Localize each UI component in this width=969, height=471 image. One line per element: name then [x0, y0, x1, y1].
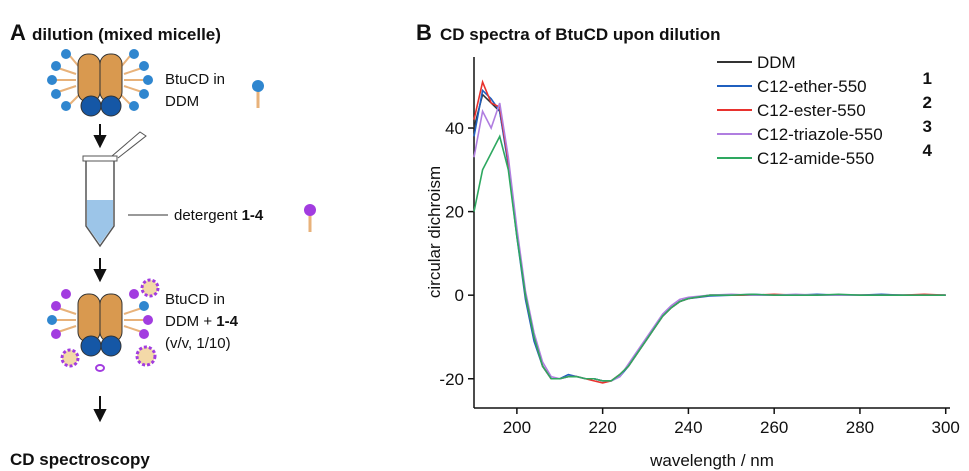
legend-label: C12-triazole-550	[757, 125, 883, 144]
x-tick-label: 240	[674, 418, 702, 437]
micelle-2	[47, 278, 160, 372]
final-step: CD spectroscopy	[10, 450, 150, 469]
micelle-1	[47, 49, 153, 117]
arrow	[93, 396, 107, 423]
y-tick-label: 40	[445, 119, 464, 138]
text-part: detergent	[174, 207, 242, 224]
step-text: (v/v, 1/10)	[165, 335, 231, 352]
legend-number: 2	[923, 93, 932, 112]
detergent-icon	[304, 204, 316, 216]
series-line	[473, 134, 946, 382]
x-tick-label: 300	[932, 418, 960, 437]
y-axis-label: circular dichroism	[425, 166, 444, 298]
legend-number: 4	[923, 141, 933, 160]
chart-title: CD spectra of BtuCD upon dilution	[440, 25, 720, 44]
panel-title: dilution (mixed micelle)	[32, 25, 221, 44]
legend-number: 3	[923, 117, 932, 136]
y-tick-label: 0	[455, 286, 464, 305]
step-text: BtuCD in	[165, 71, 225, 88]
x-tick-label: 200	[503, 418, 531, 437]
y-tick-label: 20	[445, 203, 464, 222]
legend-label: C12-ether-550	[757, 77, 867, 96]
text-part: 1-4	[242, 207, 264, 224]
x-axis-label: wavelength / nm	[649, 451, 774, 470]
tube	[82, 131, 147, 248]
panel-label: B	[416, 20, 432, 45]
step-text: DDM	[165, 93, 199, 110]
series-line	[473, 102, 946, 382]
legend-label: C12-amide-550	[757, 149, 874, 168]
step-text: BtuCD in	[165, 291, 225, 308]
legend-number: 1	[923, 69, 932, 88]
plot: -20 0 20 40 200 220 240 260 280 300 DDM C12-ether-5…	[439, 53, 959, 437]
text-part: DDM +	[165, 313, 216, 330]
detergent-icon	[252, 80, 264, 92]
text-part: 1-4	[216, 313, 238, 330]
panel-label: A	[10, 20, 26, 45]
detergent-text: detergent 1-4	[174, 207, 264, 224]
x-tick-label: 280	[846, 418, 874, 437]
x-tick-label: 220	[588, 418, 616, 437]
legend-label: DDM	[757, 53, 796, 72]
y-tick-label: -20	[439, 370, 464, 389]
x-tick-label: 260	[760, 418, 788, 437]
legend-label: C12-ester-550	[757, 101, 866, 120]
arrow	[93, 258, 107, 283]
step-text: DDM + 1-4	[165, 313, 239, 330]
arrow	[93, 124, 107, 149]
